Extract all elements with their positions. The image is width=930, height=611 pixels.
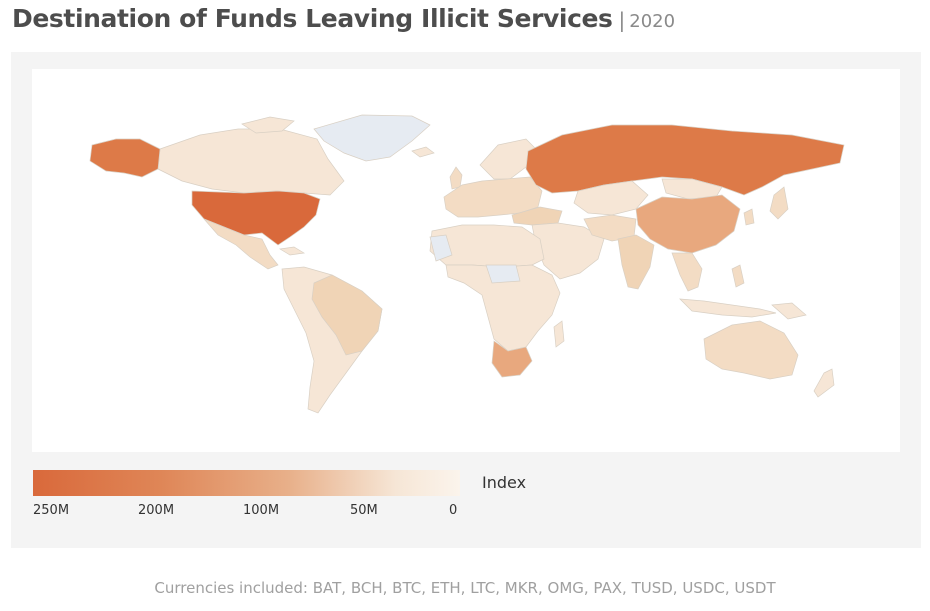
region-uk <box>449 166 463 190</box>
region-iceland <box>411 146 435 158</box>
region-india <box>617 234 655 290</box>
region-brazil <box>311 274 383 356</box>
region-alaska <box>89 138 161 178</box>
region-mexico <box>203 218 279 270</box>
region-southeast-asia <box>671 252 703 292</box>
region-new-zealand <box>813 368 835 398</box>
title-separator: | <box>618 8 626 32</box>
region-west-africa-nodata <box>429 234 453 262</box>
map-panel: Index 250M 200M 100M 50M 0 <box>11 52 921 548</box>
region-japan <box>769 186 789 220</box>
region-europe <box>443 176 543 218</box>
legend-tick: 0 <box>449 503 458 518</box>
chart-title: Destination of Funds Leaving Illicit Ser… <box>12 4 613 33</box>
region-caribbean <box>278 246 306 256</box>
region-canada-islands <box>241 116 295 134</box>
legend-tick: 50M <box>350 503 378 518</box>
region-korea <box>743 208 755 226</box>
legend-tick: 250M <box>33 503 70 518</box>
region-indonesia <box>679 298 777 318</box>
region-china <box>635 194 741 254</box>
region-madagascar <box>553 320 565 348</box>
chart-year: 2020 <box>629 11 676 32</box>
region-north-africa <box>429 224 545 268</box>
region-central-africa <box>445 264 561 352</box>
chart-title-row: Destination of Funds Leaving Illicit Ser… <box>12 4 675 33</box>
region-east-africa-nodata <box>485 264 521 284</box>
region-united-states <box>191 190 321 246</box>
legend-title: Index <box>482 473 527 492</box>
region-south-africa <box>491 340 533 378</box>
world-map-svg <box>89 114 845 414</box>
region-russia <box>525 124 845 196</box>
world-map <box>32 69 900 452</box>
legend-tick: 200M <box>138 503 175 518</box>
legend-tick: 100M <box>243 503 280 518</box>
region-australia <box>703 320 799 380</box>
region-philippines <box>731 264 745 288</box>
region-greenland <box>313 114 431 162</box>
currencies-footnote: Currencies included: BAT, BCH, BTC, ETH,… <box>154 579 776 597</box>
region-canada <box>157 128 345 196</box>
region-papua <box>771 302 807 320</box>
legend-color-scale <box>33 470 460 496</box>
